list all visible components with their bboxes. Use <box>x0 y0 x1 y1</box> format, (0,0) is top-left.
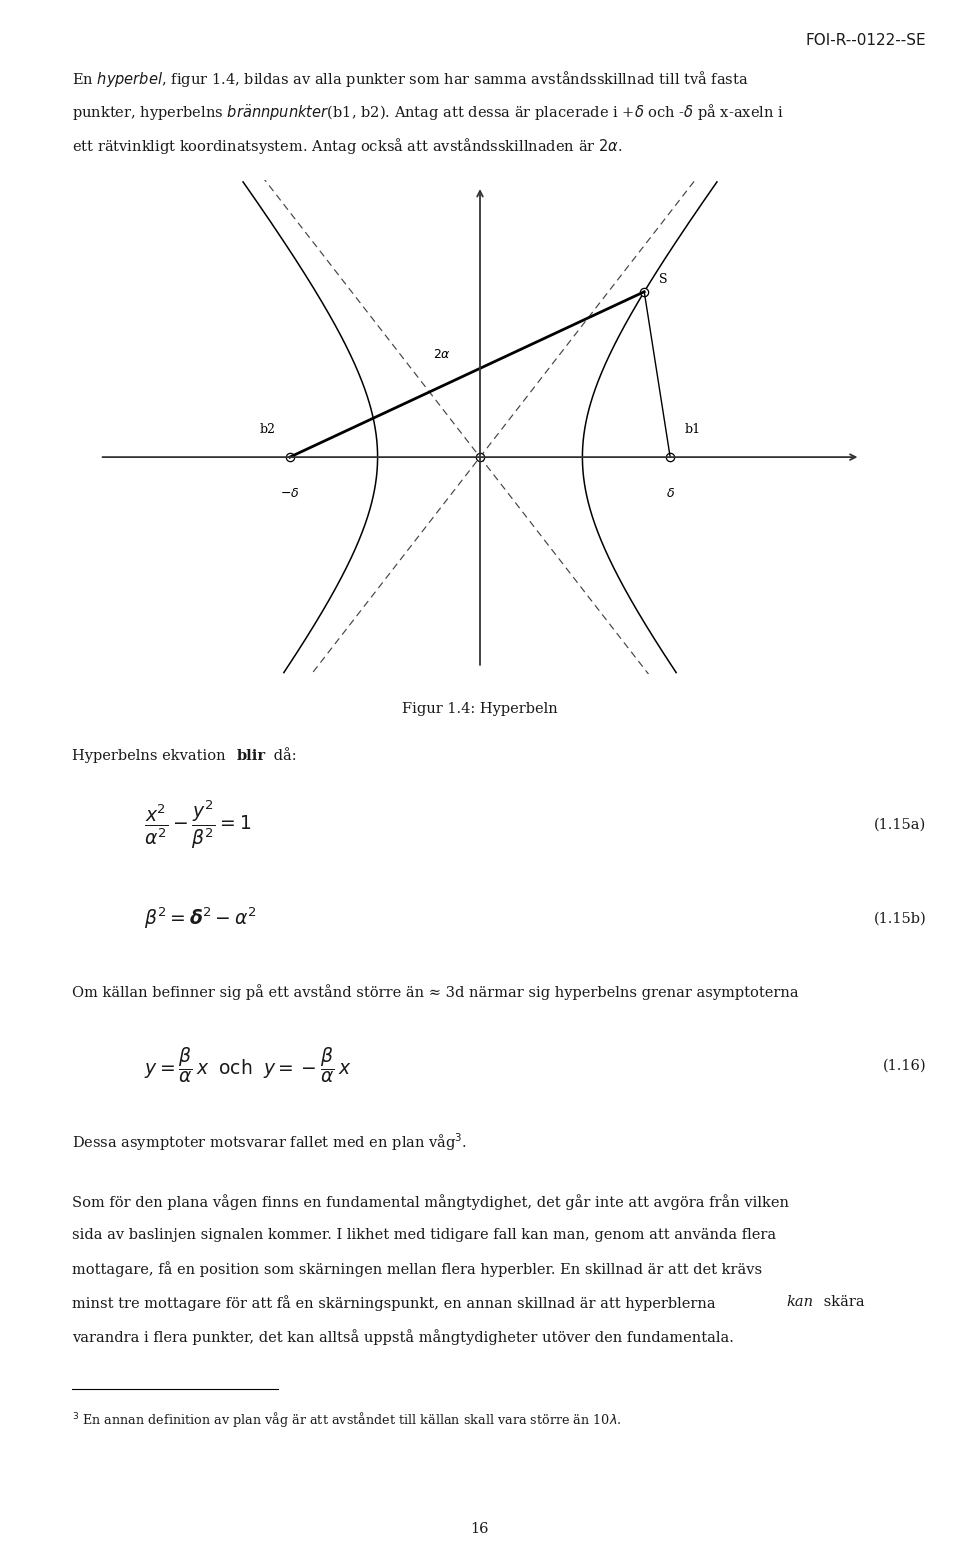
Text: skära: skära <box>819 1294 865 1308</box>
Text: $^3$ En annan definition av plan våg är att avståndet till källan skall vara stö: $^3$ En annan definition av plan våg är … <box>72 1410 621 1429</box>
Text: $\dfrac{x^2}{\alpha^2} - \dfrac{y^2}{\beta^2} = 1$: $\dfrac{x^2}{\alpha^2} - \dfrac{y^2}{\be… <box>144 798 252 851</box>
Text: 16: 16 <box>470 1522 490 1536</box>
Text: Figur 1.4: Hyperbeln: Figur 1.4: Hyperbeln <box>402 702 558 716</box>
Text: (1.15a): (1.15a) <box>875 818 926 831</box>
Text: Om källan befinner sig på ett avstånd större än ≈ 3d närmar sig hyperbelns grena: Om källan befinner sig på ett avstånd st… <box>72 984 799 1000</box>
Text: $\delta$: $\delta$ <box>665 487 675 500</box>
Text: En $\mathit{hyperbel}$, figur 1.4, bildas av alla punkter som har samma avstånds: En $\mathit{hyperbel}$, figur 1.4, bilda… <box>72 69 749 89</box>
Text: Hyperbelns ekvation: Hyperbelns ekvation <box>72 749 230 763</box>
Text: (1.15b): (1.15b) <box>874 912 926 925</box>
Text: (1.16): (1.16) <box>883 1059 926 1072</box>
Text: punkter, hyperbelns $\mathit{br\"{a}nnpunkter}$(b1, b2). Antag att dessa är plac: punkter, hyperbelns $\mathit{br\"{a}nnpu… <box>72 103 784 124</box>
Text: $2\alpha$: $2\alpha$ <box>433 348 451 360</box>
Text: b2: b2 <box>259 423 276 436</box>
Text: sida av baslinjen signalen kommer. I likhet med tidigare fall kan man, genom att: sida av baslinjen signalen kommer. I lik… <box>72 1229 776 1241</box>
Text: då:: då: <box>269 749 297 763</box>
Text: minst tre mottagare för att få en skärningspunkt, en annan skillnad är att hyper: minst tre mottagare för att få en skärni… <box>72 1294 720 1312</box>
Text: blir: blir <box>237 749 266 763</box>
Text: varandra i flera punkter, det kan alltså uppstå mångtydigheter utöver den fundam: varandra i flera punkter, det kan alltså… <box>72 1329 733 1344</box>
Text: $-\delta$: $-\delta$ <box>280 487 300 500</box>
Text: FOI-R--0122--SE: FOI-R--0122--SE <box>805 33 926 49</box>
Text: b1: b1 <box>684 423 701 436</box>
Text: S: S <box>659 273 667 285</box>
Text: $y = \dfrac{\beta}{\alpha}\,x\;$ och $\;y = -\dfrac{\beta}{\alpha}\,x$: $y = \dfrac{\beta}{\alpha}\,x\;$ och $\;… <box>144 1045 351 1086</box>
Text: Som för den plana vågen finns en fundamental mångtydighet, det går inte att avgö: Som för den plana vågen finns en fundame… <box>72 1194 789 1210</box>
Text: mottagare, få en position som skärningen mellan flera hyperbler. En skillnad är : mottagare, få en position som skärningen… <box>72 1261 762 1277</box>
Text: Dessa asymptoter motsvarar fallet med en plan våg$^3$.: Dessa asymptoter motsvarar fallet med en… <box>72 1131 468 1153</box>
Text: kan: kan <box>786 1294 813 1308</box>
Text: $\beta^2 = \boldsymbol{\delta}^2 - \alpha^2$: $\beta^2 = \boldsymbol{\delta}^2 - \alph… <box>144 906 256 931</box>
Text: ett rätvinkligt koordinatsystem. Antag också att avståndsskillnaden är $\mathit{: ett rätvinkligt koordinatsystem. Antag o… <box>72 136 623 157</box>
